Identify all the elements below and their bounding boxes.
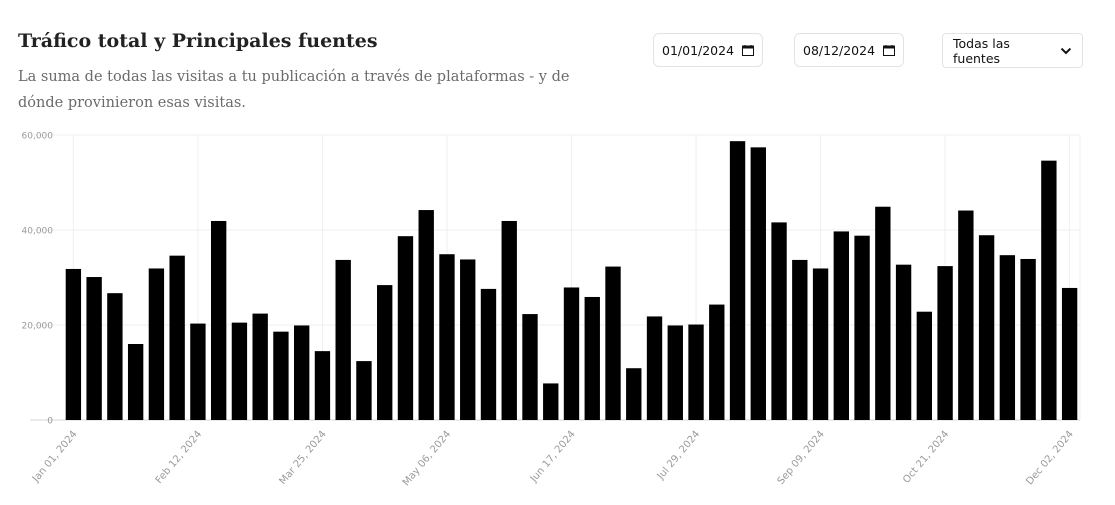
y-tick-label: 40,000	[22, 227, 54, 237]
bar[interactable]	[252, 313, 268, 420]
bar[interactable]	[978, 235, 995, 420]
bar[interactable]	[335, 259, 351, 420]
y-tick-label: 60,000	[22, 132, 54, 142]
chart-title: Tráfico total y Principales fuentes	[18, 30, 378, 52]
x-tick-label: Oct 21, 2024	[901, 429, 951, 486]
bar[interactable]	[210, 220, 227, 420]
bar[interactable]	[937, 266, 953, 420]
bar[interactable]	[169, 255, 185, 420]
bar[interactable]	[646, 316, 663, 420]
x-axis: Jan 01, 2024 Feb 12, 2024 Mar 25, 2024 May …	[30, 429, 1076, 488]
bar[interactable]	[190, 323, 206, 420]
bar[interactable]	[356, 361, 372, 420]
bars	[65, 141, 1078, 421]
bar[interactable]	[584, 296, 600, 420]
bar[interactable]	[667, 325, 683, 420]
calendar-icon[interactable]	[742, 44, 754, 56]
bar[interactable]	[314, 351, 331, 420]
bar[interactable]	[543, 383, 559, 420]
x-tick-label: Jul 29, 2024	[655, 429, 702, 483]
bar[interactable]	[605, 266, 621, 420]
x-tick-label: Feb 12, 2024	[154, 429, 204, 486]
bar[interactable]	[812, 268, 829, 420]
bar[interactable]	[958, 210, 974, 420]
bar[interactable]	[875, 206, 891, 420]
bar[interactable]	[439, 254, 455, 420]
bar[interactable]	[1020, 258, 1036, 420]
bar[interactable]	[148, 268, 165, 420]
bar[interactable]	[792, 259, 808, 420]
bar[interactable]	[709, 304, 725, 420]
chart-subtitle: La suma de todas las visitas a tu public…	[18, 69, 570, 111]
x-tick-label: May 06, 2024	[401, 429, 453, 488]
bar[interactable]	[771, 222, 787, 420]
bar[interactable]	[750, 147, 766, 420]
calendar-icon[interactable]	[883, 44, 895, 56]
x-tick-label: Jun 17, 2024	[528, 429, 578, 485]
y-tick-label: 0	[47, 417, 53, 427]
x-tick-label: Jan 01, 2024	[30, 429, 80, 485]
end-date-value: 08/12/2024	[803, 42, 876, 58]
bar[interactable]	[377, 285, 393, 420]
bar[interactable]	[1061, 287, 1078, 420]
x-tick-label: Sep 09, 2024	[776, 429, 827, 487]
y-tick-label: 20,000	[22, 322, 54, 332]
bar[interactable]	[916, 311, 933, 420]
bar[interactable]	[729, 141, 746, 421]
bar[interactable]	[688, 324, 704, 420]
bar[interactable]	[1041, 160, 1057, 420]
x-tick-label: Dec 02, 2024	[1024, 429, 1076, 487]
bar[interactable]	[65, 268, 82, 420]
source-select-value: Todas las fuentes	[953, 35, 1010, 66]
bar[interactable]	[397, 236, 414, 420]
y-axis: 0 20,000 40,000 60,000	[22, 132, 54, 427]
bar[interactable]	[522, 314, 538, 420]
bar[interactable]	[501, 220, 517, 420]
bar[interactable]	[563, 287, 580, 420]
bar[interactable]	[895, 264, 912, 420]
source-select[interactable]: Todas las fuentes	[942, 33, 1083, 68]
x-tick-label: Mar 25, 2024	[278, 429, 329, 487]
bar[interactable]	[833, 231, 849, 420]
bar[interactable]	[460, 259, 476, 420]
bar[interactable]	[418, 210, 434, 420]
bar[interactable]	[626, 368, 642, 420]
bar[interactable]	[480, 288, 497, 420]
bar[interactable]	[127, 344, 144, 420]
bar[interactable]	[999, 255, 1016, 420]
bar[interactable]	[294, 325, 310, 420]
start-date-input[interactable]: 01/01/2024	[653, 33, 763, 67]
bar[interactable]	[107, 293, 123, 420]
bar[interactable]	[854, 235, 870, 420]
end-date-input[interactable]: 08/12/2024	[794, 33, 904, 67]
bar[interactable]	[231, 322, 248, 420]
start-date-value: 01/01/2024	[662, 42, 735, 58]
bar[interactable]	[273, 331, 289, 420]
bar[interactable]	[86, 277, 102, 420]
chevron-down-icon	[1060, 47, 1072, 54]
